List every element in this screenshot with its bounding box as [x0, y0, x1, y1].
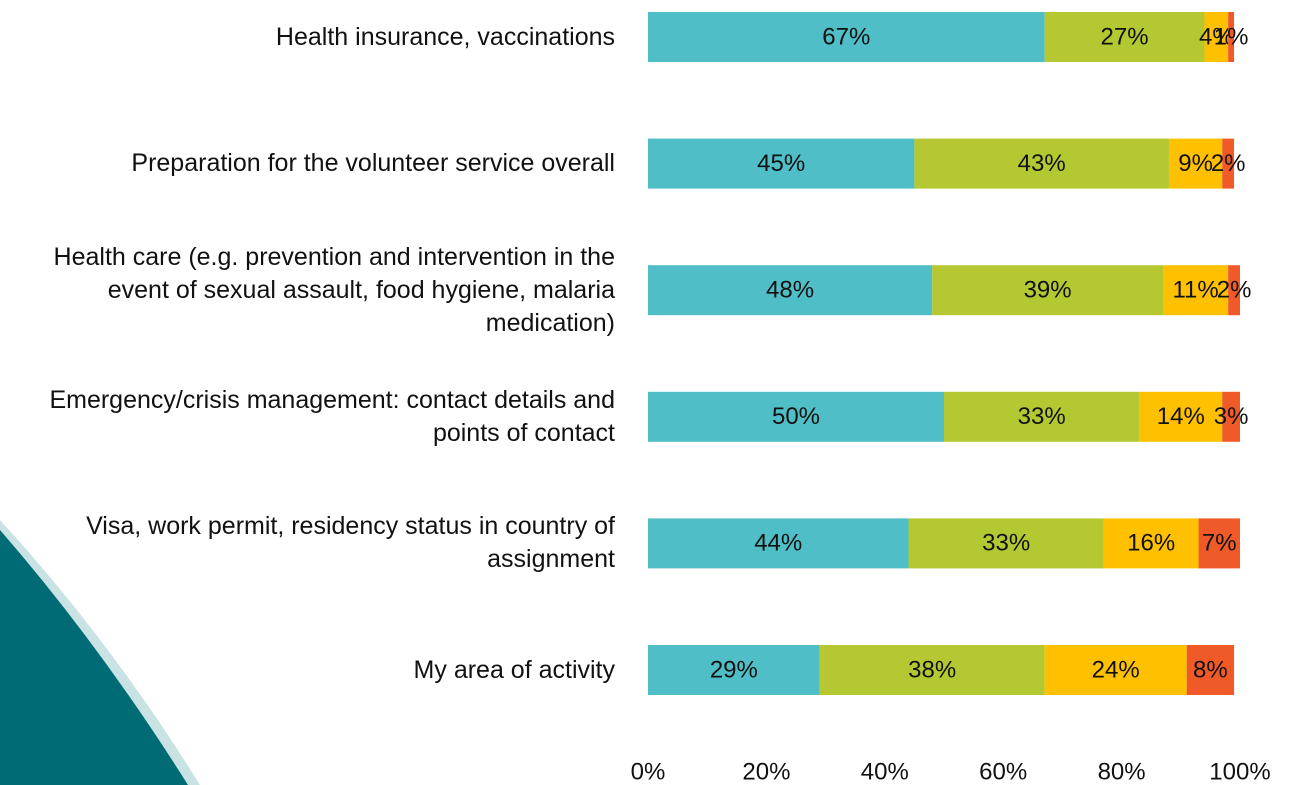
- bar-segment: [1228, 12, 1235, 62]
- data-label: 4%: [1199, 23, 1234, 50]
- x-tick-label: 40%: [861, 758, 909, 785]
- bar-segment: [1163, 265, 1229, 316]
- data-label: 2%: [1211, 150, 1246, 177]
- data-label: 50%: [772, 403, 820, 430]
- data-label: 48%: [766, 277, 814, 304]
- bar-segment: [1044, 645, 1187, 695]
- bar-segment: [819, 645, 1045, 695]
- data-label: 33%: [1018, 403, 1066, 430]
- bar-segment: [1186, 645, 1235, 695]
- bar-segment: [648, 265, 933, 316]
- decoration: [0, 530, 188, 785]
- data-label: 16%: [1127, 530, 1175, 557]
- x-tick-label: 80%: [1098, 758, 1146, 785]
- category-label: Health insurance, vaccinations: [275, 22, 615, 51]
- data-label: 38%: [908, 656, 956, 683]
- data-label: 45%: [757, 150, 805, 177]
- bar-segment: [648, 518, 909, 569]
- data-label: 33%: [982, 530, 1030, 557]
- category-label: Emergency/crisis management: contact det…: [49, 385, 615, 447]
- data-label: 43%: [1018, 150, 1066, 177]
- data-label: 14%: [1157, 403, 1205, 430]
- bar-segment: [914, 138, 1169, 189]
- bar-segment: [1044, 12, 1205, 62]
- bar-segment: [1222, 138, 1235, 189]
- data-label: 2%: [1217, 277, 1252, 304]
- x-tick-label: 20%: [742, 758, 790, 785]
- bar-segment: [1198, 518, 1240, 569]
- x-tick-label: 60%: [979, 758, 1027, 785]
- bar-segment: [1103, 518, 1199, 569]
- data-label: 1%: [1214, 23, 1249, 50]
- category-label: Visa, work permit, residency status in c…: [86, 512, 615, 574]
- data-label: 44%: [754, 530, 802, 557]
- data-label: 9%: [1178, 150, 1213, 177]
- data-label: 67%: [822, 23, 870, 50]
- bar-segment: [1222, 391, 1240, 442]
- category-label: Health care (e.g. prevention and interve…: [53, 242, 615, 337]
- bar-segment: [944, 391, 1140, 442]
- bar-segment: [1168, 138, 1223, 189]
- data-label: 11%: [1172, 277, 1218, 304]
- category-label: My area of activity: [413, 655, 615, 684]
- data-label: 39%: [1024, 277, 1072, 304]
- x-tick-label: 100%: [1209, 758, 1270, 785]
- bar-segment: [648, 391, 944, 442]
- bar-segment: [932, 265, 1164, 316]
- data-label: 3%: [1214, 403, 1249, 430]
- bar-segment: [1139, 391, 1223, 442]
- data-label: 29%: [710, 656, 758, 683]
- bar-segment: [648, 138, 915, 189]
- bar-segment: [908, 518, 1104, 569]
- data-label: 7%: [1202, 530, 1237, 557]
- bar-segment: [648, 12, 1045, 62]
- data-label: 24%: [1092, 656, 1140, 683]
- x-tick-label: 0%: [631, 758, 666, 785]
- category-label: Preparation for the volunteer service ov…: [131, 149, 615, 178]
- data-label: 8%: [1193, 656, 1228, 683]
- bar-segment: [1228, 265, 1240, 316]
- bar-segment: [648, 645, 820, 695]
- data-label: 27%: [1101, 23, 1149, 50]
- bar-segment: [1204, 12, 1229, 62]
